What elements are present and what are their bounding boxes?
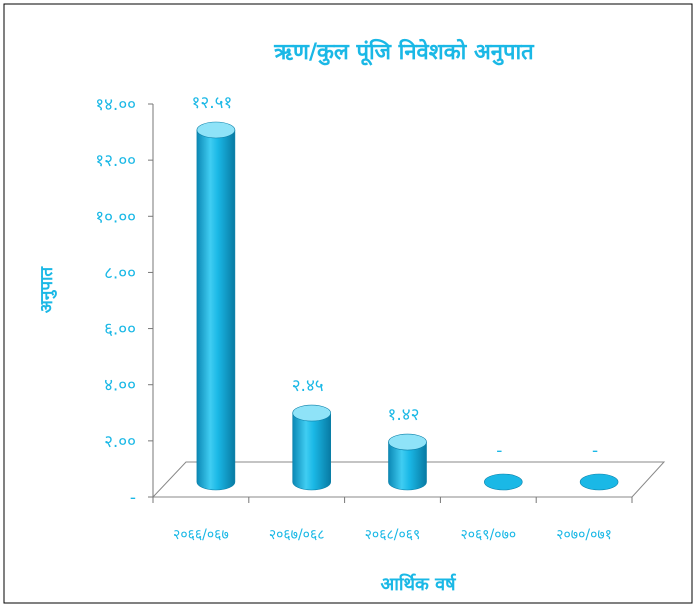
y-axis-title: अनुपात [37,266,57,313]
bar-flat [579,473,619,491]
y-axis-ticks: - २.०० ४.०० ६.०० ८.०० १०.०० १२.०० १४.०० [95,95,153,508]
bar-top [196,121,236,139]
data-label: १.४२ [388,405,420,425]
y-tick-label: ८.०० [104,263,136,283]
y-tick-label: २.०० [104,432,136,452]
bar-5 [579,473,619,491]
bar-1 [196,121,236,491]
x-tick-label: २०६६/०६७ [173,527,229,543]
y-tick-label: ६.०० [104,320,136,340]
x-axis-ticks: २०६६/०६७ २०६७/०६८ २०६८/०६९ २०६९/०७० २०७०/०७१ [152,497,633,543]
chart-border [3,3,693,604]
y-tick-label: १२.०० [95,151,136,171]
data-label: - [496,441,502,461]
bar-body [196,129,236,491]
bar-flat [483,473,523,491]
bar-3 [388,433,427,491]
data-label: १२.५१ [192,93,233,113]
bar-body [388,441,427,491]
bar-top [292,404,332,422]
bar-top [388,433,427,451]
data-label: २.४५ [292,376,324,396]
x-tick-label: २०६८/०६९ [365,527,421,543]
data-labels: १२.५१ २.४५ १.४२ - - [192,93,599,461]
data-label: - [592,441,598,461]
bar-body [292,412,331,491]
bar-4 [483,473,523,491]
chart-title: ऋण/कुल पूंजि निवेशको अनुपात [273,38,535,66]
y-tick-label: १०.०० [95,207,136,227]
y-tick-label: - [130,488,136,508]
bar-series [196,121,619,491]
y-tick-label: १४.०० [95,95,136,115]
x-tick-label: २०६९/०७० [460,527,516,543]
y-tick-label: ४.०० [104,376,136,396]
x-tick-label: २०६७/०६८ [269,527,325,543]
x-tick-label: २०७०/०७१ [556,527,612,543]
x-axis-title: आर्थिक वर्ष [380,573,456,595]
bar-2 [292,404,332,491]
